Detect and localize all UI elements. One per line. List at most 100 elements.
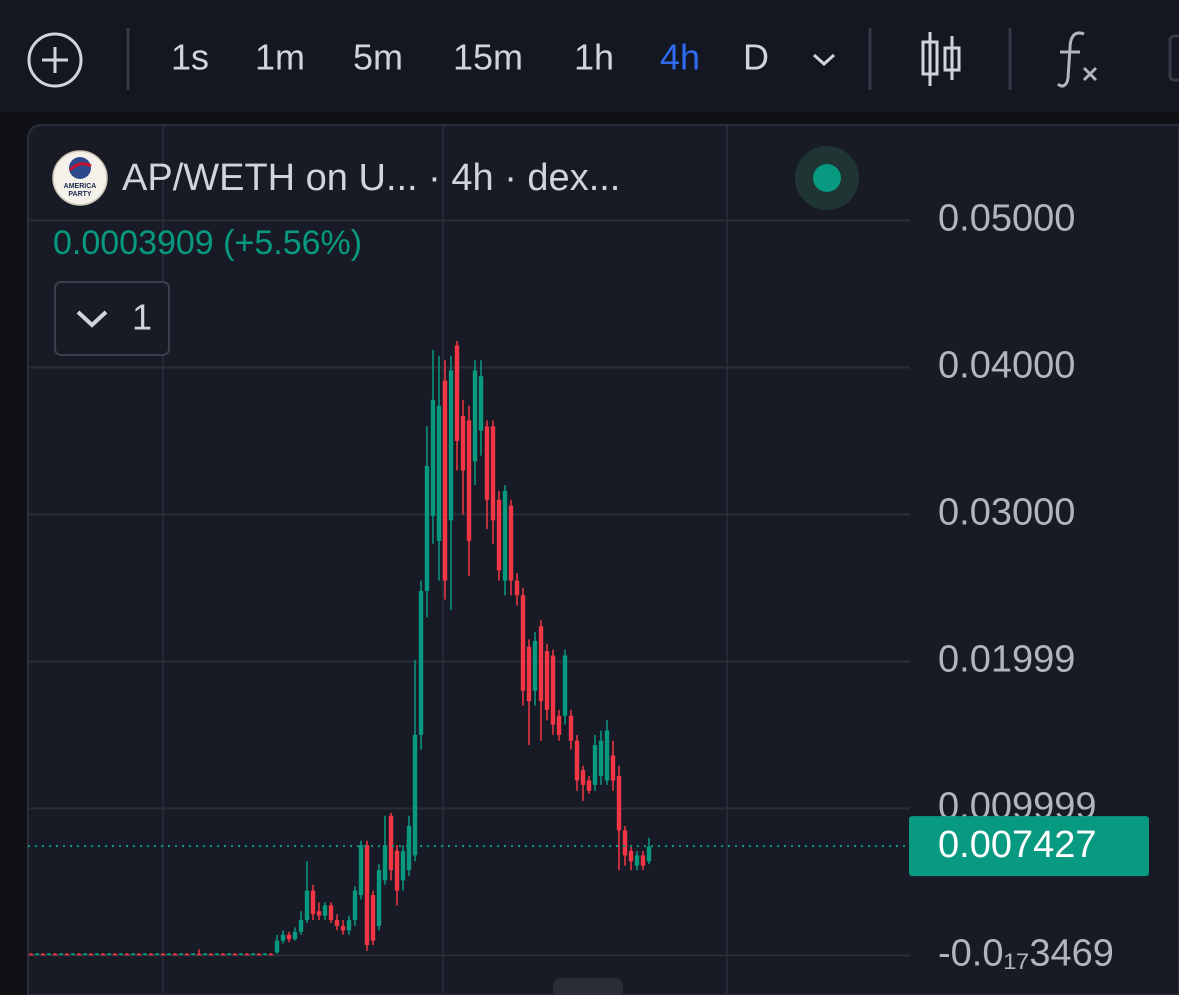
candle-body [520,595,526,691]
y-tick-label: 0.03000 [938,491,1075,533]
more-button[interactable] [1168,34,1179,82]
candle-body [484,426,490,500]
candle-body [82,953,88,956]
candle-body [424,465,430,591]
chart-panel [27,124,1179,995]
candle-body [574,740,580,781]
candle-body [364,845,370,946]
candle-body [238,953,244,956]
candle-body [220,953,226,956]
status-dot [813,164,841,192]
interval-button[interactable]: 1h [574,37,614,78]
candle-body [88,953,94,956]
candle-body [376,870,382,926]
candle-body [112,953,118,956]
interval-button[interactable]: 1s [171,37,209,78]
candle-body [604,730,610,781]
logo-text: AMERICA [64,183,97,190]
candle-body [136,953,142,956]
candle-body [232,953,238,956]
candle-body [556,715,562,735]
interval-button[interactable]: 4h [660,37,700,78]
candle-body [34,953,40,956]
add-button[interactable] [27,32,83,88]
candle-body [172,953,178,956]
last-price-tag [909,816,1149,877]
candle-body [478,376,484,431]
candle-body [58,953,64,956]
candle-body [244,953,250,956]
candle-body [502,490,508,581]
plot: 0.050000.040000.030000.019990.009999-0.0… [28,198,1149,974]
chart-type-button[interactable] [921,32,961,86]
candle-body [76,953,82,956]
toolbar [0,0,1179,112]
candle-body [292,931,298,940]
candle-body [586,780,592,791]
candle-body [418,590,424,735]
candle-body [580,770,586,785]
y-tick-label: 0.04000 [938,345,1075,387]
price-change: 0.0003909 (+5.56%) [53,224,362,262]
candle-body [640,855,646,866]
candle-body [94,953,100,956]
candle-body [208,953,214,956]
candle-body [358,845,364,896]
candle-body [562,655,568,716]
candle-body [634,855,640,866]
indicators-toggle[interactable]: 1 [54,281,170,356]
candle-body [646,846,652,862]
candle-body [196,953,202,956]
candle-body [352,890,358,921]
interval-button[interactable]: 1m [255,37,305,78]
candle-body [526,646,532,702]
candle-body [268,953,274,956]
candle-body [148,953,154,956]
candle-body [316,911,322,916]
indicator-count: 1 [132,297,152,338]
candle-body [370,895,376,941]
candle-body [52,953,58,956]
interval-button[interactable]: D [743,37,769,78]
candle-body [280,934,286,941]
candle-body [310,890,316,915]
candle-body [262,953,268,956]
candle-body [460,415,466,471]
candle-body [304,890,310,921]
candle-body [598,740,604,777]
candle-body [100,953,106,956]
candle-body [496,499,502,571]
candle-body [382,845,388,881]
symbol-title: AP/WETH on U... · 4h · dex... [122,157,620,199]
interval-button[interactable]: 15m [453,37,523,78]
candle-body [166,953,172,956]
scroll-handle[interactable] [553,978,623,995]
indicators-button[interactable] [1056,31,1098,88]
candle-body [70,953,76,956]
logo-text: PARTY [68,191,92,198]
candle-body [430,399,436,516]
candle-body [328,905,334,921]
candle-body [490,426,496,521]
candle-body [592,745,598,785]
candle-body [46,953,52,956]
interval-bar: 1s 1m 5m 15m 1h 4h D [171,37,769,78]
interval-button[interactable]: 5m [353,37,403,78]
candle-body [400,850,406,881]
interval-dropdown[interactable] [812,53,836,67]
candle-body [622,830,628,856]
candle-body [286,934,292,940]
candle-body [64,953,70,956]
candle-body [346,920,352,931]
last-price-label: 0.007427 [938,824,1097,866]
candle-body [550,655,556,725]
candle-body [118,953,124,956]
candle-body [334,920,340,926]
candle-body [514,580,520,596]
candle-body [40,953,46,956]
candle-body [226,953,232,956]
candle-body [466,420,472,541]
candle-body [508,505,514,581]
y-tick-label: -0.0₁₇3469 [938,932,1114,974]
